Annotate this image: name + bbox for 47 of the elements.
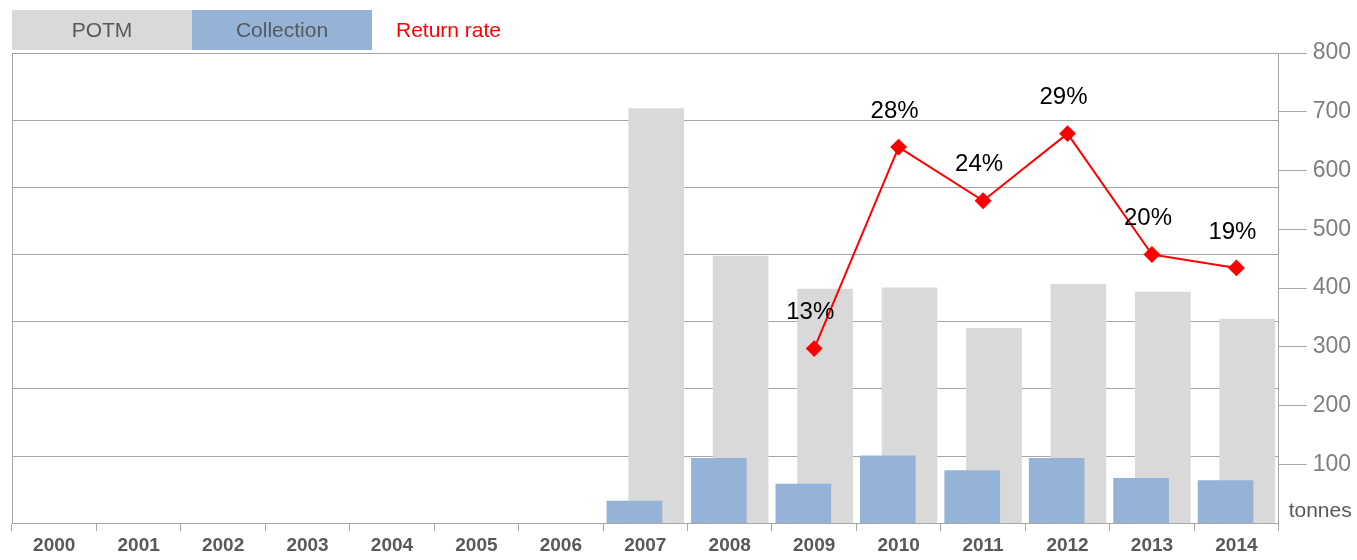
- x-tick-label: 2000: [33, 533, 76, 555]
- point: [1143, 246, 1160, 263]
- point: [1059, 125, 1076, 142]
- data-label: 19%: [1208, 216, 1257, 244]
- text: POTM: [12, 10, 192, 50]
- point: [1228, 259, 1245, 276]
- x-tick-label: 2003: [286, 533, 329, 555]
- y-axis-title: tonnes: [1288, 498, 1352, 521]
- point: [806, 340, 823, 357]
- y-tick-label: 700: [1312, 97, 1351, 124]
- x-tick-label: 2014: [1215, 533, 1258, 555]
- bar: [1197, 480, 1254, 524]
- bar: [944, 470, 1001, 524]
- x-tick-label: 2004: [370, 533, 414, 555]
- bar: [1113, 477, 1169, 524]
- point: [975, 192, 992, 209]
- y-tick-label: 500: [1312, 214, 1351, 241]
- bar: [1028, 457, 1085, 524]
- data-label: 24%: [955, 149, 1004, 177]
- data-label: 29%: [1039, 82, 1088, 110]
- x-tick-label: 2009: [793, 533, 836, 555]
- y-tick-label: 800: [1312, 38, 1351, 65]
- bar: [628, 108, 685, 524]
- y-tick-label: 400: [1312, 273, 1351, 300]
- x-tick-label: 2007: [624, 533, 667, 555]
- y-tick-label: 100: [1312, 449, 1351, 476]
- point: [890, 139, 907, 156]
- y-tick-label: 200: [1312, 390, 1351, 417]
- x-tick-label: 2005: [455, 533, 498, 555]
- x-tick-label: 2006: [539, 533, 583, 555]
- x-tick-label: 2010: [877, 533, 920, 555]
- bar: [859, 455, 916, 524]
- x-tick-label: 2012: [1046, 533, 1089, 555]
- data-label: 20%: [1123, 203, 1172, 231]
- text: Collection: [192, 10, 372, 50]
- bar: [691, 457, 747, 524]
- x-tick-label: 2013: [1130, 533, 1174, 555]
- y-tick-label: 300: [1312, 332, 1351, 359]
- x-tick-label: 2011: [962, 533, 1005, 555]
- x-tick-label: 2008: [708, 533, 751, 555]
- x-tick-label: 2002: [201, 533, 245, 555]
- y-tick-label: 600: [1312, 155, 1351, 182]
- data-label: 28%: [870, 95, 919, 123]
- text: Return rate: [395, 18, 502, 42]
- bar: [775, 483, 832, 524]
- bar: [606, 500, 663, 524]
- x-tick-label: 2001: [117, 533, 161, 555]
